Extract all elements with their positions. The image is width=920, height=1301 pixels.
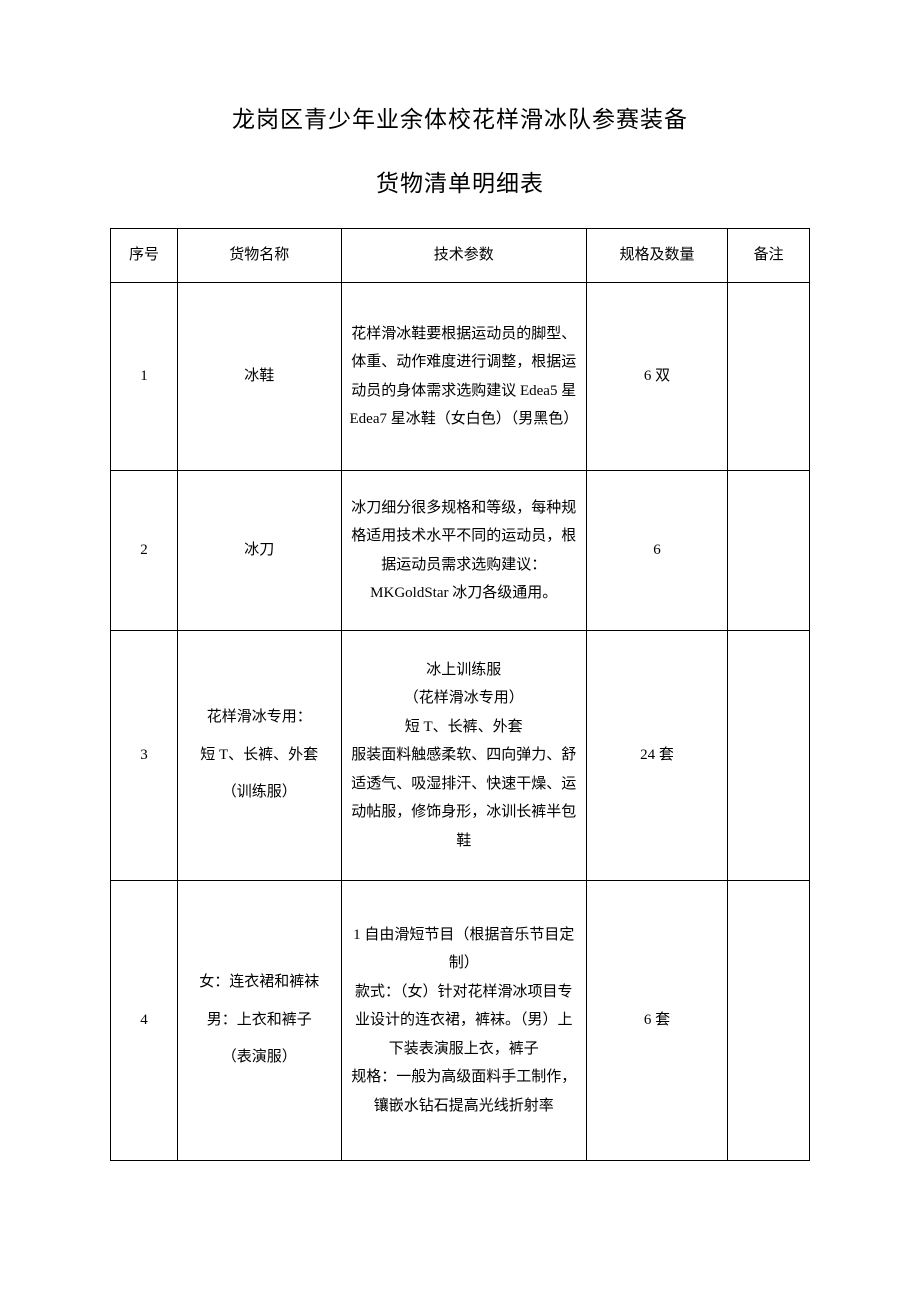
table-row: 1 冰鞋 花样滑冰鞋要根据运动员的脚型、体重、动作难度进行调整，根据运动员的身体… — [111, 283, 810, 471]
document-title: 龙岗区青少年业余体校花样滑冰队参赛装备 — [110, 100, 810, 134]
cell-qty: 6 — [586, 471, 727, 631]
table-row: 3 花样滑冰专用： 短 T、长裤、外套 （训练服） 冰上训练服 （花样滑冰专用）… — [111, 631, 810, 881]
table-row: 4 女：连衣裙和裤袜 男：上衣和裤子 （表演服） 1 自由滑短节目（根据音乐节目… — [111, 881, 810, 1161]
cell-name: 花样滑冰专用： 短 T、长裤、外套 （训练服） — [177, 631, 341, 881]
spec-line: 规格：一般为高级面料手工制作，镶嵌水钻石提高光线折射率 — [350, 1063, 578, 1120]
spec-line: 短 T、长裤、外套 — [350, 713, 578, 742]
cell-spec: 1 自由滑短节目（根据音乐节目定制） 款式：（女）针对花样滑冰项目专业设计的连衣… — [341, 881, 586, 1161]
spec-line: 服装面料触感柔软、四向弹力、舒适透气、吸湿排汗、快速干燥、运动帖服，修饰身形，冰… — [350, 741, 578, 855]
cell-qty: 24 套 — [586, 631, 727, 881]
table-row: 2 冰刀 冰刀细分很多规格和等级，每种规格适用技术水平不同的运动员，根据运动员需… — [111, 471, 810, 631]
cell-seq: 4 — [111, 881, 178, 1161]
cell-name: 冰鞋 — [177, 283, 341, 471]
spec-line: 1 自由滑短节目（根据音乐节目定制） — [350, 921, 578, 978]
header-seq: 序号 — [111, 229, 178, 283]
cell-remark — [728, 881, 810, 1161]
name-line: （表演服） — [184, 1039, 335, 1077]
cell-seq: 2 — [111, 471, 178, 631]
name-line: 男：上衣和裤子 — [184, 1002, 335, 1040]
goods-table: 序号 货物名称 技术参数 规格及数量 备注 1 冰鞋 花样滑冰鞋要根据运动员的脚… — [110, 228, 810, 1161]
cell-spec: 冰刀细分很多规格和等级，每种规格适用技术水平不同的运动员，根据运动员需求选购建议… — [341, 471, 586, 631]
header-name: 货物名称 — [177, 229, 341, 283]
spec-line: 冰上训练服 — [350, 656, 578, 685]
document-subtitle: 货物清单明细表 — [110, 164, 810, 198]
spec-line: （花样滑冰专用） — [350, 684, 578, 713]
name-line: 女：连衣裙和裤袜 — [184, 964, 335, 1002]
cell-seq: 1 — [111, 283, 178, 471]
spec-line: 款式：（女）针对花样滑冰项目专业设计的连衣裙，裤袜。（男）上下装表演服上衣，裤子 — [350, 978, 578, 1064]
cell-spec: 花样滑冰鞋要根据运动员的脚型、体重、动作难度进行调整，根据运动员的身体需求选购建… — [341, 283, 586, 471]
header-qty: 规格及数量 — [586, 229, 727, 283]
cell-remark — [728, 631, 810, 881]
cell-remark — [728, 471, 810, 631]
name-line: 短 T、长裤、外套 — [184, 737, 335, 775]
cell-remark — [728, 283, 810, 471]
table-header-row: 序号 货物名称 技术参数 规格及数量 备注 — [111, 229, 810, 283]
header-remark: 备注 — [728, 229, 810, 283]
cell-qty: 6 套 — [586, 881, 727, 1161]
cell-name: 冰刀 — [177, 471, 341, 631]
name-line: （训练服） — [184, 774, 335, 812]
name-line: 花样滑冰专用： — [184, 699, 335, 737]
cell-spec: 冰上训练服 （花样滑冰专用） 短 T、长裤、外套 服装面料触感柔软、四向弹力、舒… — [341, 631, 586, 881]
cell-qty: 6 双 — [586, 283, 727, 471]
header-spec: 技术参数 — [341, 229, 586, 283]
cell-name: 女：连衣裙和裤袜 男：上衣和裤子 （表演服） — [177, 881, 341, 1161]
cell-seq: 3 — [111, 631, 178, 881]
